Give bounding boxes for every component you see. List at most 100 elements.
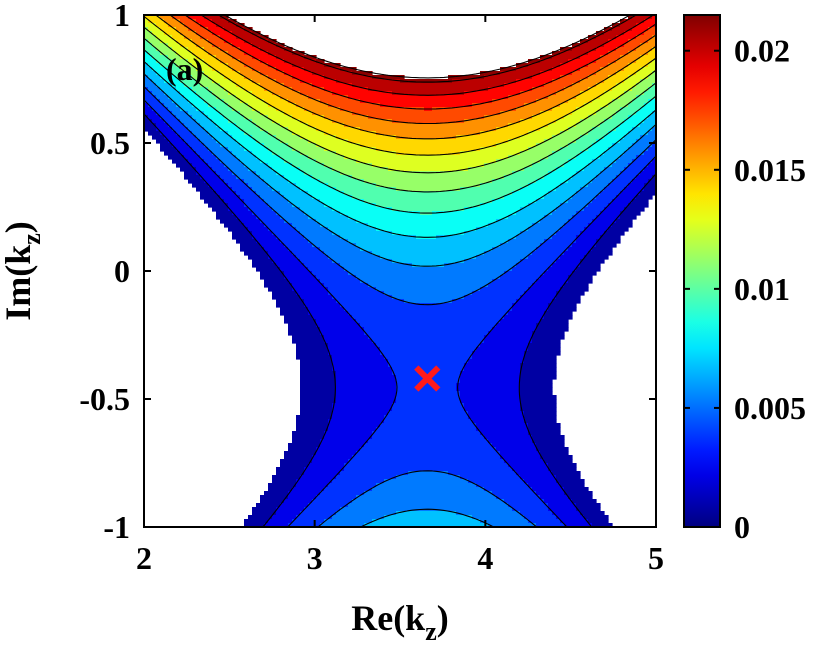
contour-band-cell	[244, 99, 249, 104]
contour-band-cell	[188, 51, 193, 56]
contour-band-cell	[624, 27, 629, 32]
contour-band-cell	[236, 191, 241, 196]
contour-band-cell	[416, 187, 421, 192]
contour-band-cell	[204, 159, 209, 164]
contour-band-cell	[568, 103, 573, 108]
contour-band-cell	[632, 187, 637, 192]
contour-band-cell	[236, 151, 241, 156]
contour-band-cell	[240, 71, 245, 76]
contour-band-cell	[544, 195, 549, 200]
contour-band-cell	[636, 183, 641, 188]
contour-band-cell	[352, 203, 357, 208]
contour-band-cell	[524, 123, 529, 128]
contour-band-cell	[560, 147, 565, 152]
contour-band-cell	[320, 147, 325, 152]
contour-band-cell	[424, 159, 429, 164]
contour-band-cell	[560, 123, 565, 128]
contour-band-cell	[260, 55, 265, 60]
contour-band-cell	[620, 111, 625, 116]
contour-band-cell	[452, 75, 457, 80]
contour-band-cell	[384, 91, 389, 96]
contour-band-cell	[224, 87, 229, 92]
contour-band-cell	[524, 139, 529, 144]
contour-band-cell	[636, 175, 641, 180]
contour-band-cell	[400, 187, 405, 192]
contour-band-cell	[652, 163, 656, 168]
contour-band-cell	[304, 131, 309, 136]
contour-band-cell	[220, 107, 225, 112]
contour-band-cell	[380, 87, 385, 92]
contour-band-cell	[648, 135, 653, 140]
contour-band-cell	[304, 167, 309, 172]
contour-band-cell	[588, 183, 593, 188]
contour-band-cell	[212, 207, 217, 212]
contour-band-cell	[204, 131, 209, 136]
contour-band-cell	[492, 155, 497, 160]
contour-band-cell	[188, 147, 193, 152]
contour-band-cell	[344, 119, 349, 124]
contour-band-cell	[248, 31, 253, 36]
contour-band-cell	[228, 195, 233, 200]
contour-band-cell	[248, 163, 253, 168]
contour-band-cell	[400, 91, 405, 96]
contour-band-cell	[216, 35, 221, 40]
contour-band-cell	[284, 91, 289, 96]
contour-band-cell	[512, 123, 517, 128]
contour-band-cell	[488, 75, 493, 80]
contour-band-cell	[444, 99, 449, 104]
contour-band-cell	[236, 99, 241, 104]
contour-band-cell	[168, 135, 173, 140]
contour-band-cell	[620, 155, 625, 160]
contour-band-cell	[388, 163, 393, 168]
contour-band-cell	[616, 99, 621, 104]
contour-band-cell	[336, 147, 341, 152]
contour-band-cell	[248, 199, 253, 204]
contour-band-cell	[504, 135, 509, 140]
contour-band-cell	[280, 183, 285, 188]
contour-band-cell	[396, 199, 401, 204]
contour-band-cell	[288, 51, 293, 56]
contour-band-cell	[268, 47, 273, 52]
contour-band-cell	[484, 111, 489, 116]
contour-band-cell	[336, 99, 341, 104]
contour-band-cell	[288, 71, 293, 76]
contour-band-cell	[204, 19, 209, 24]
contour-band-cell	[324, 123, 329, 128]
contour-band-cell	[280, 79, 285, 84]
contour-band-cell	[480, 199, 485, 204]
contour-band-cell	[472, 111, 477, 116]
contour-band-cell	[268, 195, 273, 200]
contour-band-cell	[352, 115, 357, 120]
contour-band-cell	[496, 199, 501, 204]
contour-band-cell	[436, 151, 441, 156]
contour-band-cell	[600, 159, 605, 164]
contour-band-cell	[348, 135, 353, 140]
contour-band-cell	[336, 151, 341, 156]
contour-band-cell	[208, 143, 213, 148]
contour-band-cell	[172, 67, 177, 72]
contour-band-cell	[492, 111, 497, 116]
contour-band-cell	[600, 39, 605, 44]
contour-band-cell	[240, 171, 245, 176]
contour-band-cell	[608, 35, 613, 40]
contour-band-cell	[652, 55, 656, 60]
contour-band-cell	[464, 87, 469, 92]
contour-band-cell	[496, 191, 501, 196]
contour-band-cell	[612, 31, 617, 36]
contour-band-cell	[392, 183, 397, 188]
contour-band-cell	[216, 103, 221, 108]
contour-band-cell	[408, 119, 413, 124]
contour-band-cell	[176, 163, 181, 168]
contour-band-cell	[432, 171, 437, 176]
contour-band-cell	[176, 35, 181, 40]
contour-band-cell	[596, 31, 601, 36]
contour-band-cell	[600, 127, 605, 132]
contour-band-cell	[272, 75, 277, 80]
contour-band-cell	[216, 115, 221, 120]
contour-band-cell	[248, 67, 253, 72]
contour-band-cell	[176, 47, 181, 52]
contour-band-cell	[624, 39, 629, 44]
contour-band-cell	[444, 95, 449, 100]
contour-band-cell	[340, 195, 345, 200]
contour-band-cell	[448, 155, 453, 160]
